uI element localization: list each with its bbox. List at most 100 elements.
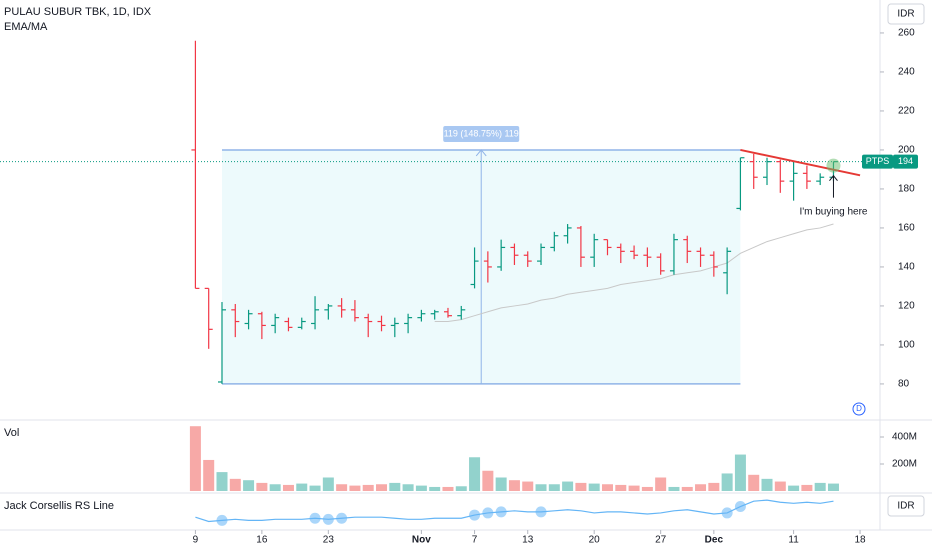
x-tick-label: 20 [589,535,601,546]
volume-bar [668,486,680,492]
volume-bar [681,486,693,492]
rs-marker [535,506,547,518]
symbol-tag-label: PTPS [866,156,890,166]
volume-bar [814,482,826,492]
volume-bar [362,484,374,492]
volume-bar [203,459,215,492]
volume-bar [761,478,773,492]
trendline [740,148,861,177]
volume-bar [774,481,786,492]
volume-bar [282,484,294,492]
rs-marker [336,512,348,524]
symbol-tag [862,154,893,169]
x-tick-label: 13 [522,535,534,546]
volume-bar [296,483,308,492]
volume-bar [216,472,228,492]
dividend-icon[interactable] [852,402,866,416]
volume-bar [695,484,707,492]
volume-bar [655,477,667,492]
volume-bar [601,484,613,492]
volume-bar [243,480,255,492]
volume-bar [229,478,241,492]
measure-label-box [443,125,520,142]
volume-bar [535,484,547,492]
volume-bar [376,484,388,492]
volume-bar [522,481,534,492]
volume-bar [628,485,640,492]
ema-line [434,223,834,323]
x-tick-label: 18 [854,535,866,546]
x-tick-label: 9 [193,535,199,546]
volume-bar [508,480,520,492]
y-tick-label: 260 [898,28,915,39]
volume-title: Vol [4,427,19,439]
note-text: I'm buying here [799,206,867,217]
dividend-icon-label[interactable]: D [856,404,862,413]
volume-bar [641,486,653,492]
y-tick-label: 120 [898,301,915,312]
rs-marker [216,514,228,526]
measure-arrowhead [475,149,487,157]
y-tick-label: 200 [898,145,915,156]
currency-label[interactable]: IDR [897,501,914,512]
measure-label: 119 (148.75%) 119 [444,128,519,138]
highlight [826,158,841,173]
volume-bar [788,485,800,492]
volume-bar [575,482,587,492]
back-layer: 119 (148.75%) 119 [0,125,880,385]
x-tick-label: 11 [788,535,799,546]
volume-bar [562,481,574,492]
volume-bar [548,484,560,492]
volume-bar [827,483,839,492]
volume-bar [721,473,733,492]
y-tick-label: 140 [898,262,915,273]
volume-bar [389,482,401,492]
volume-bar [349,485,361,492]
volume-bar [336,484,348,492]
volume-bar [708,482,720,492]
rs-marker [721,507,733,519]
chart-title: PULAU SUBUR TBK, 1D, IDX [4,6,152,18]
y-tick-label: 240 [898,67,915,78]
rs-title: Jack Corsellis RS Line [4,500,114,512]
rs-marker [322,513,334,525]
y-tick-label: 80 [898,379,910,390]
currency-button[interactable] [887,495,925,517]
rs-marker [734,501,746,513]
currency-label[interactable]: IDR [897,9,914,20]
volume-bar [442,486,454,492]
x-tick-label: 27 [655,535,667,546]
rs-marker [482,507,494,519]
rs-marker [469,509,481,521]
x-tick-label: 7 [472,535,478,546]
volume-bar [415,485,427,492]
volume-bar [588,483,600,492]
volume-bar [256,482,268,492]
volume-tick-label: 200M [892,459,917,470]
volume-bar [748,474,760,492]
y-tick-label: 160 [898,223,915,234]
volume-bar [469,457,481,492]
volume-bar [455,486,467,492]
y-tick-label: 220 [898,106,915,117]
volume-bar [322,477,334,492]
volume-bar [482,470,494,492]
volume-bar [402,484,414,492]
price-tag-label: 194 [898,156,913,166]
x-tick-label: Dec [705,535,724,546]
volume-bar [189,426,201,492]
main-layer: I'm buying here [191,40,868,384]
volume-bar [615,484,627,492]
note-arrowhead [829,174,838,181]
x-tick-label: 23 [323,535,335,546]
x-tick-label: Nov [412,535,431,546]
rs-marker [309,512,321,524]
indicator-label: EMA/MA [4,21,48,33]
price-tag [893,154,918,169]
volume-bar [734,454,746,492]
x-tick-label: 16 [256,535,268,546]
currency-button[interactable] [887,3,925,25]
rs-marker [495,506,507,518]
